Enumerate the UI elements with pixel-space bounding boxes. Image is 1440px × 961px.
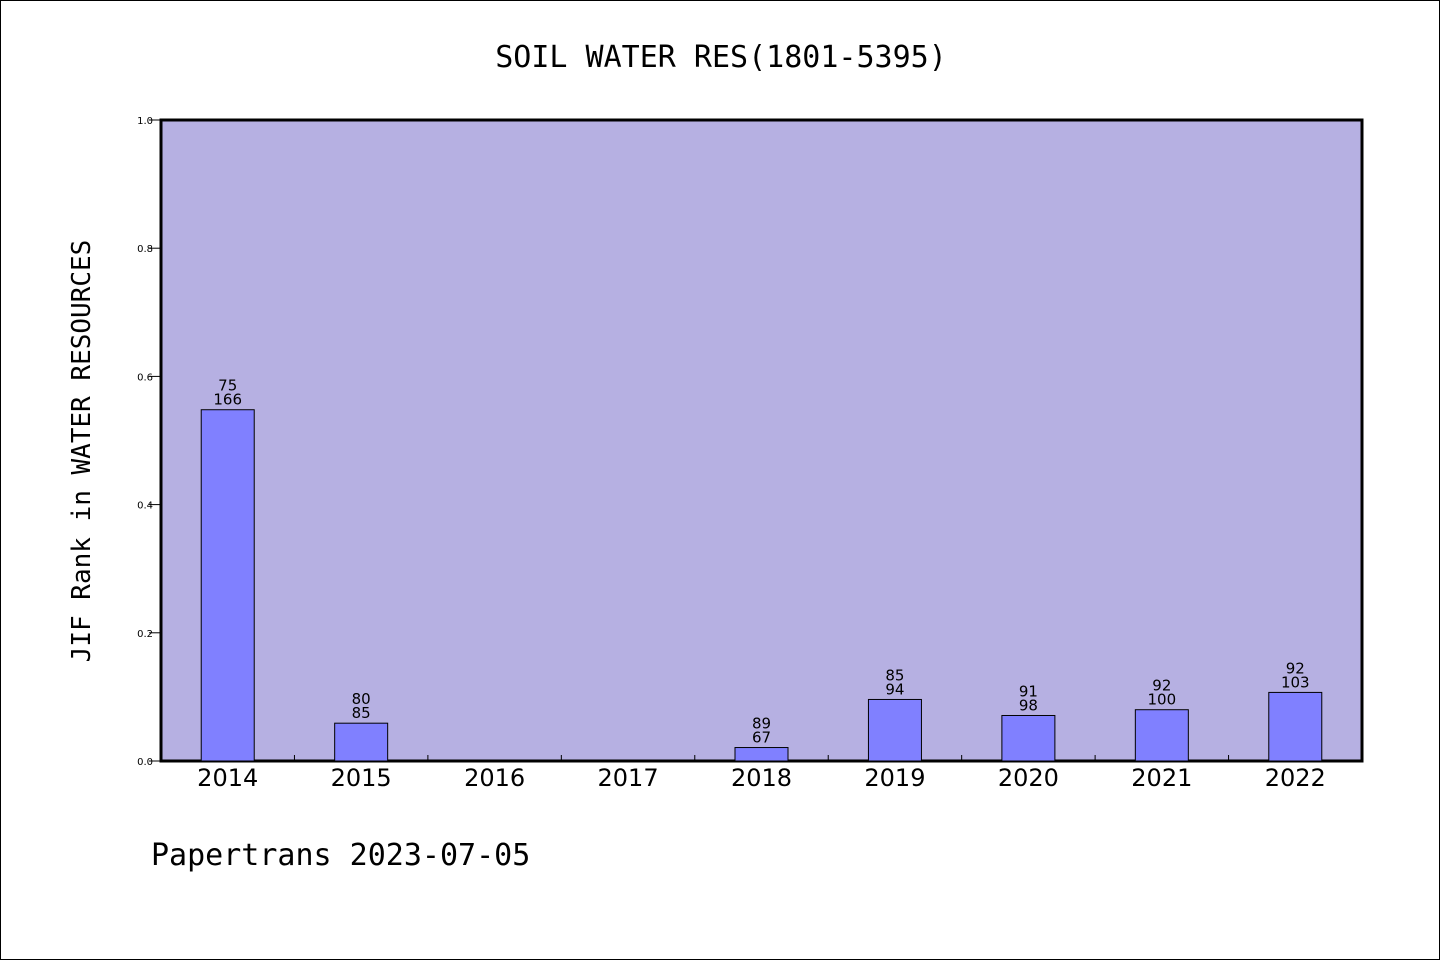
bar-2015: [334, 722, 389, 762]
x-tick-label: 2015: [331, 764, 392, 792]
bar-2018: [734, 747, 789, 762]
bar-label-top: 92: [1152, 677, 1171, 695]
x-tick-label: 2018: [731, 764, 792, 792]
bar-label-top: 80: [352, 690, 371, 708]
x-tick-label: 2021: [1131, 764, 1192, 792]
x-tick-label: 2017: [598, 764, 659, 792]
x-tick-label: 2016: [464, 764, 525, 792]
bar-label-bottom: 85: [352, 704, 371, 722]
bar-label-top: 85: [885, 666, 904, 684]
x-tick-label: 2019: [864, 764, 925, 792]
y-axis-label: JIF Rank in WATER RESOURCES: [67, 240, 97, 663]
x-tick-label: 2020: [998, 764, 1059, 792]
bar-2022: [1268, 691, 1323, 762]
y-tick-label: 0.8: [137, 244, 153, 255]
plot-area: [159, 118, 1364, 763]
y-tick-label: 0.2: [137, 629, 153, 640]
bar-label-top: 92: [1286, 659, 1305, 677]
x-tick-label: 2014: [197, 764, 258, 792]
bar-label-bottom: 98: [1019, 696, 1038, 714]
y-axis-ticks: 0.0 0.2 0.4 0.6 0.8 1.0: [137, 116, 161, 768]
x-axis-ticks: 2014 2015 2016 2017 2018 2019 2020 2021 2022: [197, 755, 1326, 792]
bar-label-top: 91: [1019, 682, 1038, 700]
y-tick-label: 0.6: [137, 372, 153, 383]
bar-label-bottom: 103: [1281, 673, 1310, 691]
bar-label-top: 75: [218, 377, 237, 395]
bar-series: [200, 409, 1323, 762]
footer-text: Papertrans 2023-07-05: [151, 838, 530, 873]
bar-label-bottom: 166: [213, 391, 242, 409]
y-tick-label: 0.0: [137, 757, 153, 768]
bar-label-top: 89: [752, 715, 771, 733]
bar-label-bottom: 100: [1148, 691, 1177, 709]
bar-2019: [867, 698, 922, 762]
y-tick-label: 1.0: [137, 116, 153, 127]
x-tick-label: 2022: [1265, 764, 1326, 792]
bar-2020: [1001, 714, 1056, 762]
y-tick-label: 0.4: [137, 501, 153, 512]
bar-2014: [200, 409, 255, 762]
bar-2021: [1134, 709, 1189, 762]
chart-title: SOIL WATER RES(1801-5395): [495, 40, 947, 75]
bar-label-bottom: 67: [752, 729, 771, 747]
bar-label-bottom: 94: [885, 680, 904, 698]
